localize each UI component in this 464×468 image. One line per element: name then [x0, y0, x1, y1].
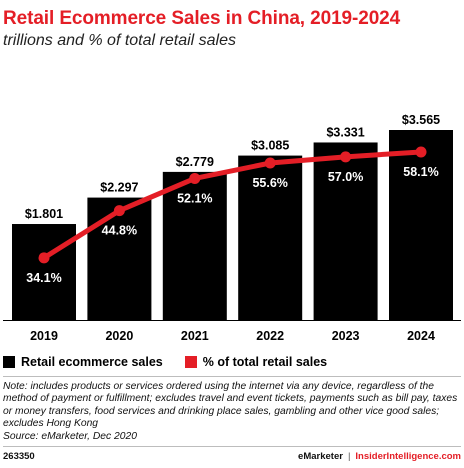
line-point-2021 — [189, 172, 201, 184]
line-point-2023 — [340, 151, 352, 163]
bar-value-label: $3.085 — [251, 139, 289, 153]
chart-legend: Retail ecommerce sales % of total retail… — [3, 354, 349, 370]
chart-subtitle: trillions and % of total retail sales — [3, 32, 236, 49]
line-value-label: 52.1% — [177, 191, 212, 205]
divider-top — [3, 376, 461, 377]
chart-plot: $1.801 2019 $2.297 2020 $2.779 2021 $3.085 2022… — [3, 113, 461, 343]
line-value-label: 55.6% — [252, 176, 287, 190]
source-text: Source: eMarketer, Dec 2020 — [3, 430, 137, 442]
chart-id: 263350 — [3, 451, 35, 462]
bar-value-label: $3.331 — [326, 125, 364, 139]
line-value-label: 58.1% — [403, 165, 438, 179]
bar-value-label: $2.297 — [100, 181, 138, 195]
legend-label-line: % of total retail sales — [202, 355, 328, 369]
bar-2022 — [238, 155, 303, 320]
bar-value-label: $1.801 — [25, 207, 63, 221]
line-series — [41, 149, 424, 261]
brand-insider-intelligence: InsiderIntelligence.com — [355, 451, 461, 462]
footer: 263350 eMarketer | InsiderIntelligence.com — [3, 451, 461, 462]
bar-2023 — [313, 142, 378, 320]
bar-2024 — [389, 130, 453, 320]
x-tick-label: 2022 — [256, 329, 284, 343]
line-point-2022 — [264, 157, 276, 169]
chart-title: Retail Ecommerce Sales in China, 2019-20… — [3, 8, 401, 29]
brand-separator: | — [347, 451, 351, 462]
line-point-2024 — [415, 146, 427, 158]
x-tick-label: 2020 — [105, 329, 133, 343]
legend-swatch-bars — [3, 356, 15, 368]
brand: eMarketer | InsiderIntelligence.com — [298, 451, 461, 462]
line-point-2020 — [113, 205, 125, 217]
line-value-label: 34.1% — [26, 271, 61, 285]
divider-bottom — [3, 446, 461, 447]
note-block: Note: includes products or services orde… — [3, 381, 461, 443]
line-value-label: 44.8% — [102, 224, 137, 238]
bar-value-label: $2.779 — [176, 155, 214, 169]
line-value-label: 57.0% — [328, 170, 363, 184]
x-tick-label: 2021 — [181, 329, 209, 343]
bar-2021 — [162, 171, 227, 320]
legend-swatch-line — [184, 356, 197, 368]
legend-label-bars: Retail ecommerce sales — [21, 355, 163, 369]
bar-2020 — [87, 197, 152, 320]
x-tick-label: 2024 — [407, 329, 435, 343]
brand-emarketer: eMarketer — [298, 451, 343, 462]
line-point-2019 — [38, 252, 50, 264]
note-text: Note: includes products or services orde… — [3, 381, 458, 430]
legend-item-line: % of total retail sales — [184, 355, 328, 369]
x-tick-label: 2019 — [30, 329, 58, 343]
bar-value-label: $3.565 — [402, 113, 440, 127]
x-tick-label: 2023 — [332, 329, 360, 343]
bar-2019 — [12, 224, 76, 320]
legend-item-bars: Retail ecommerce sales — [3, 355, 163, 369]
